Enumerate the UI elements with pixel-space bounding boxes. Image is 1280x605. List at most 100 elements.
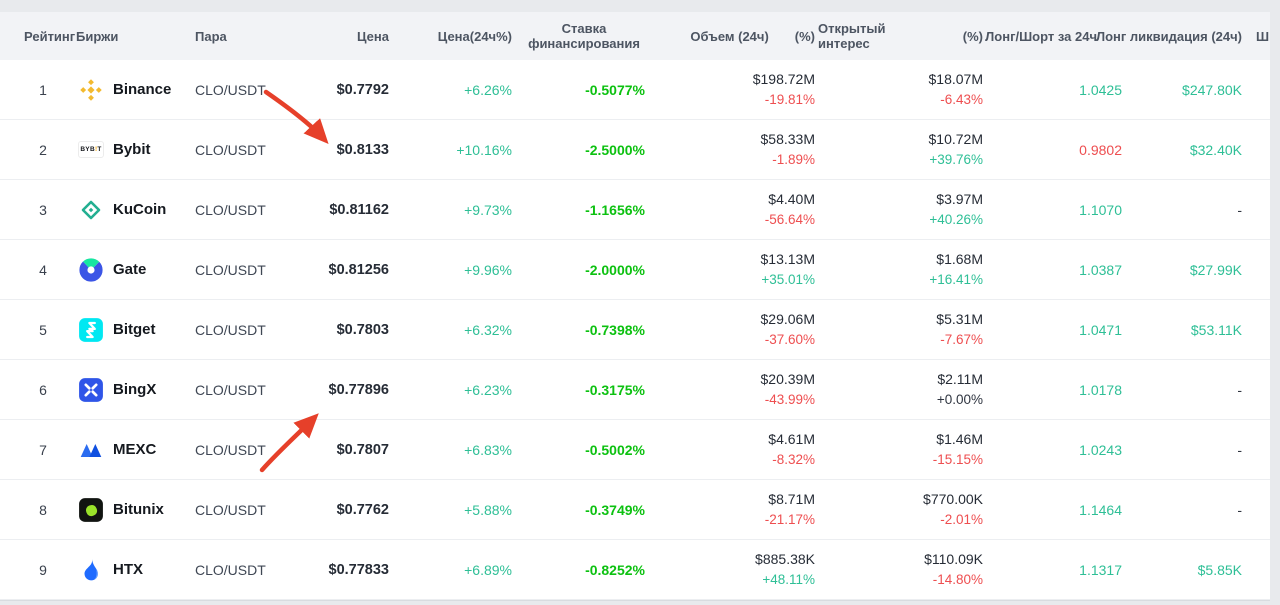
exchange-cell[interactable]: KuCoin bbox=[70, 180, 190, 239]
change24h-value: +9.73% bbox=[464, 201, 512, 218]
exchange-cell[interactable]: Binance bbox=[70, 60, 190, 119]
long-liquidation-cell: $32.40K bbox=[1124, 120, 1248, 179]
exchange-cell[interactable]: BYB! T Bybit bbox=[70, 120, 190, 179]
table-row[interactable]: 4 Gate CLO/USDT $0.81256 +9.96% -2.0000%… bbox=[0, 240, 1270, 300]
price-value: $0.77896 bbox=[328, 381, 389, 398]
column-header-truncated[interactable]: Ш bbox=[1256, 28, 1270, 44]
rank-cell: 1 bbox=[0, 60, 70, 119]
pair-cell[interactable]: CLO/USDT bbox=[190, 300, 300, 359]
exchange-cell[interactable]: Bitget bbox=[70, 300, 190, 359]
pair-cell[interactable]: CLO/USDT bbox=[190, 360, 300, 419]
column-header-pair[interactable]: Пара bbox=[195, 28, 227, 44]
volume-cell: $20.39M -43.99% bbox=[648, 360, 818, 419]
change24h-cell: +6.32% bbox=[400, 300, 520, 359]
column-header-exchange[interactable]: Биржи bbox=[76, 28, 119, 44]
volume-cell: $29.06M -37.60% bbox=[648, 300, 818, 359]
truncated-cell bbox=[1248, 360, 1270, 419]
table-row[interactable]: 1 Binance CLO/USDT $0.7792 +6.26% -0.507… bbox=[0, 60, 1270, 120]
price-cell: $0.7792 bbox=[300, 60, 400, 119]
rank-cell: 2 bbox=[0, 120, 70, 179]
mexc-icon bbox=[78, 437, 104, 463]
exchange-name: HTX bbox=[113, 561, 143, 578]
rank-cell: 5 bbox=[0, 300, 70, 359]
column-header-long-short[interactable]: Лонг/Шорт за 24ч bbox=[985, 28, 1097, 44]
volume-cell: $885.38K +48.11% bbox=[648, 540, 818, 599]
exchange-name: Gate bbox=[113, 261, 147, 278]
exchange-name: Bitget bbox=[113, 321, 156, 338]
column-header-rank[interactable]: Рейтинг bbox=[24, 28, 76, 44]
change24h-value: +6.32% bbox=[464, 321, 512, 338]
pair-cell[interactable]: CLO/USDT bbox=[190, 420, 300, 479]
pair-cell[interactable]: CLO/USDT bbox=[190, 240, 300, 299]
pair-cell[interactable]: CLO/USDT bbox=[190, 480, 300, 539]
truncated-cell bbox=[1248, 60, 1270, 119]
long-liquidation-cell: - bbox=[1124, 480, 1248, 539]
pair-value: CLO/USDT bbox=[195, 381, 266, 398]
volume-percent: -8.32% bbox=[772, 452, 815, 467]
long-short-ratio: 1.1464 bbox=[1079, 501, 1122, 518]
price-cell: $0.8133 bbox=[300, 120, 400, 179]
exchange-cell[interactable]: MEXC bbox=[70, 420, 190, 479]
volume-percent: -19.81% bbox=[764, 92, 815, 107]
volume-value: $4.61M bbox=[768, 431, 815, 447]
price-cell: $0.7807 bbox=[300, 420, 400, 479]
column-header-funding[interactable]: Ставка финансирования bbox=[528, 21, 640, 51]
open-interest-percent: +0.00% bbox=[936, 392, 983, 407]
pair-cell[interactable]: CLO/USDT bbox=[190, 180, 300, 239]
change24h-value: +5.88% bbox=[464, 501, 512, 518]
change24h-cell: +10.16% bbox=[400, 120, 520, 179]
open-interest-value: $110.09K bbox=[924, 551, 983, 567]
table-row[interactable]: 7 MEXC CLO/USDT $0.7807 +6.83% -0.5002% … bbox=[0, 420, 1270, 480]
table-body: 1 Binance CLO/USDT $0.7792 +6.26% -0.507… bbox=[0, 60, 1270, 601]
change24h-cell: +5.88% bbox=[400, 480, 520, 539]
rank-value: 6 bbox=[39, 381, 47, 398]
exchange-cell[interactable]: BingX bbox=[70, 360, 190, 419]
exchange-name: MEXC bbox=[113, 441, 157, 458]
table-row[interactable]: 8 Bitunix CLO/USDT $0.7762 +5.88% -0.374… bbox=[0, 480, 1270, 540]
volume-value: $20.39M bbox=[760, 371, 815, 387]
open-interest-value: $1.46M bbox=[936, 431, 983, 447]
rank-value: 4 bbox=[39, 261, 47, 278]
column-header-open-interest[interactable]: Открытый интерес (%) bbox=[818, 21, 983, 51]
table-row[interactable]: 9 HTX CLO/USDT $0.77833 +6.89% -0.8252% … bbox=[0, 540, 1270, 600]
open-interest-percent: -2.01% bbox=[940, 512, 983, 527]
exchange-cell[interactable]: HTX bbox=[70, 540, 190, 599]
volume-cell: $8.71M -21.17% bbox=[648, 480, 818, 539]
column-header-change24h[interactable]: Цена(24ч%) bbox=[437, 28, 512, 44]
funding-cell: -0.3749% bbox=[520, 480, 648, 539]
table-row[interactable]: 3 KuCoin CLO/USDT $0.81162 +9.73% -1.165… bbox=[0, 180, 1270, 240]
table-row[interactable]: 6 BingX CLO/USDT $0.77896 +6.23% -0.3175… bbox=[0, 360, 1270, 420]
column-header-long-liquidation[interactable]: Лонг ликвидация (24ч) bbox=[1095, 28, 1242, 44]
pair-cell[interactable]: CLO/USDT bbox=[190, 60, 300, 119]
volume-value: $198.72M bbox=[752, 71, 815, 87]
open-interest-percent: +39.76% bbox=[929, 152, 983, 167]
pair-value: CLO/USDT bbox=[195, 81, 266, 98]
volume-percent: -21.17% bbox=[764, 512, 815, 527]
table-row[interactable]: 2 BYB! T Bybit CLO/USDT $0.8133 +10.16% -… bbox=[0, 120, 1270, 180]
long-short-cell: 1.0425 bbox=[986, 60, 1124, 119]
change24h-cell: +6.83% bbox=[400, 420, 520, 479]
table-header-row: Рейтинг Биржи Пара Цена Цена(24ч%) Ставк… bbox=[0, 12, 1270, 60]
pair-cell[interactable]: CLO/USDT bbox=[190, 120, 300, 179]
exchange-cell[interactable]: Bitunix bbox=[70, 480, 190, 539]
pair-cell[interactable]: CLO/USDT bbox=[190, 540, 300, 599]
long-short-cell: 1.0471 bbox=[986, 300, 1124, 359]
change24h-value: +9.96% bbox=[464, 261, 512, 278]
open-interest-cell: $18.07M -6.43% bbox=[818, 60, 986, 119]
long-liquidation-cell: $247.80K bbox=[1124, 60, 1248, 119]
table-row[interactable]: 5 Bitget CLO/USDT $0.7803 +6.32% -0.7398… bbox=[0, 300, 1270, 360]
exchange-cell[interactable]: Gate bbox=[70, 240, 190, 299]
open-interest-percent: +40.26% bbox=[929, 212, 983, 227]
long-short-ratio: 1.0471 bbox=[1079, 321, 1122, 338]
column-header-price[interactable]: Цена bbox=[357, 28, 389, 44]
rank-value: 3 bbox=[39, 201, 47, 218]
pair-value: CLO/USDT bbox=[195, 201, 266, 218]
price-value: $0.7792 bbox=[336, 81, 389, 98]
funding-rate-value: -2.5000% bbox=[585, 141, 645, 158]
column-header-volume[interactable]: Объем (24ч) (%) bbox=[690, 28, 815, 44]
volume-value: $8.71M bbox=[768, 491, 815, 507]
change24h-value: +6.23% bbox=[464, 381, 512, 398]
long-short-cell: 1.0243 bbox=[986, 420, 1124, 479]
funding-rate-value: -0.3749% bbox=[585, 501, 645, 518]
long-short-ratio: 0.9802 bbox=[1079, 141, 1122, 158]
